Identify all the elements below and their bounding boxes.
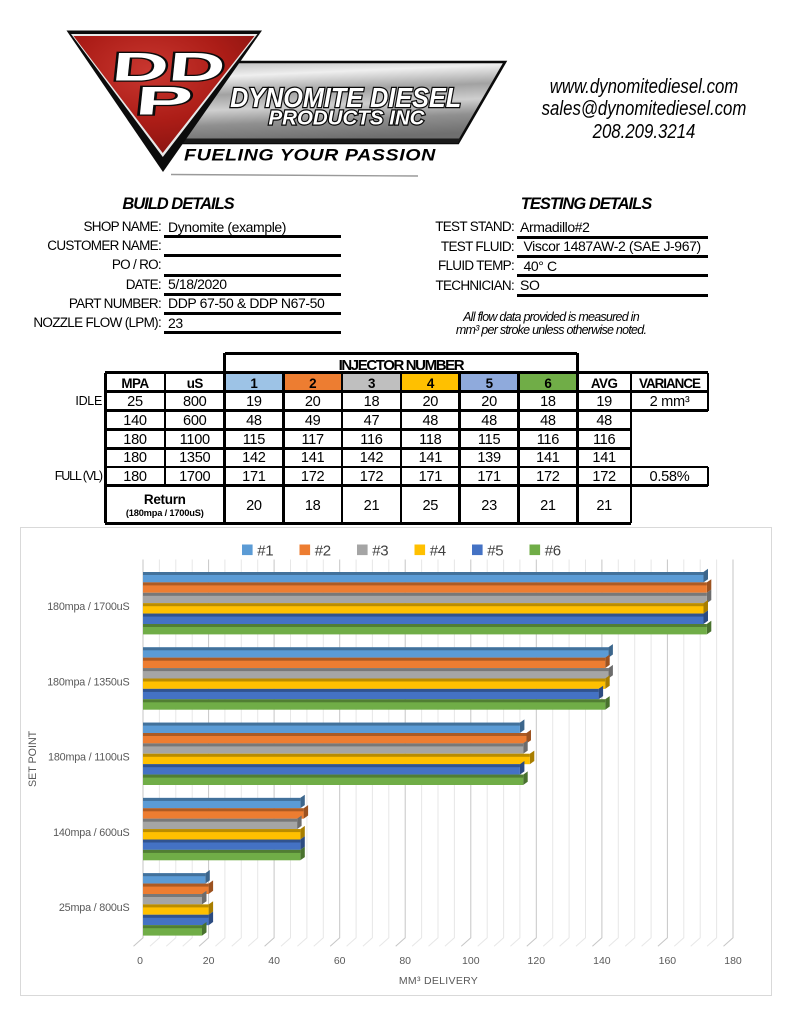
svg-text:PRODUCTS INC: PRODUCTS INC bbox=[269, 107, 426, 130]
svg-text:100: 100 bbox=[462, 955, 480, 967]
svg-text:180: 180 bbox=[724, 955, 742, 967]
svg-text:#1: #1 bbox=[257, 542, 273, 559]
svg-text:P: P bbox=[133, 79, 195, 123]
svg-text:180mpa / 1350uS: 180mpa / 1350uS bbox=[47, 676, 129, 688]
svg-text:#2: #2 bbox=[315, 542, 331, 559]
svg-text:180mpa / 1700uS: 180mpa / 1700uS bbox=[47, 601, 129, 613]
svg-text:140mpa / 600uS: 140mpa / 600uS bbox=[53, 827, 129, 839]
svg-text:180mpa / 1100uS: 180mpa / 1100uS bbox=[48, 752, 129, 764]
svg-text:60: 60 bbox=[334, 955, 346, 967]
svg-text:#4: #4 bbox=[430, 542, 446, 559]
svg-text:#5: #5 bbox=[487, 542, 503, 559]
svg-text:SET POINT: SET POINT bbox=[27, 730, 39, 787]
svg-text:DD: DD bbox=[110, 46, 228, 90]
svg-text:40: 40 bbox=[268, 955, 280, 967]
svg-text:#6: #6 bbox=[545, 542, 561, 559]
svg-text:0: 0 bbox=[137, 955, 143, 967]
svg-text:#3: #3 bbox=[372, 542, 388, 559]
svg-text:FUELING YOUR PASSION: FUELING YOUR PASSION bbox=[184, 145, 436, 164]
svg-text:140: 140 bbox=[593, 955, 611, 967]
svg-text:DYNOMITE DIESEL: DYNOMITE DIESEL bbox=[230, 82, 461, 113]
svg-text:80: 80 bbox=[399, 955, 411, 967]
svg-text:120: 120 bbox=[528, 955, 546, 967]
svg-text:25mpa / 800uS: 25mpa / 800uS bbox=[59, 902, 130, 914]
svg-text:MM³ DELIVERY: MM³ DELIVERY bbox=[399, 975, 478, 987]
svg-text:20: 20 bbox=[203, 955, 215, 967]
svg-text:160: 160 bbox=[659, 955, 677, 967]
